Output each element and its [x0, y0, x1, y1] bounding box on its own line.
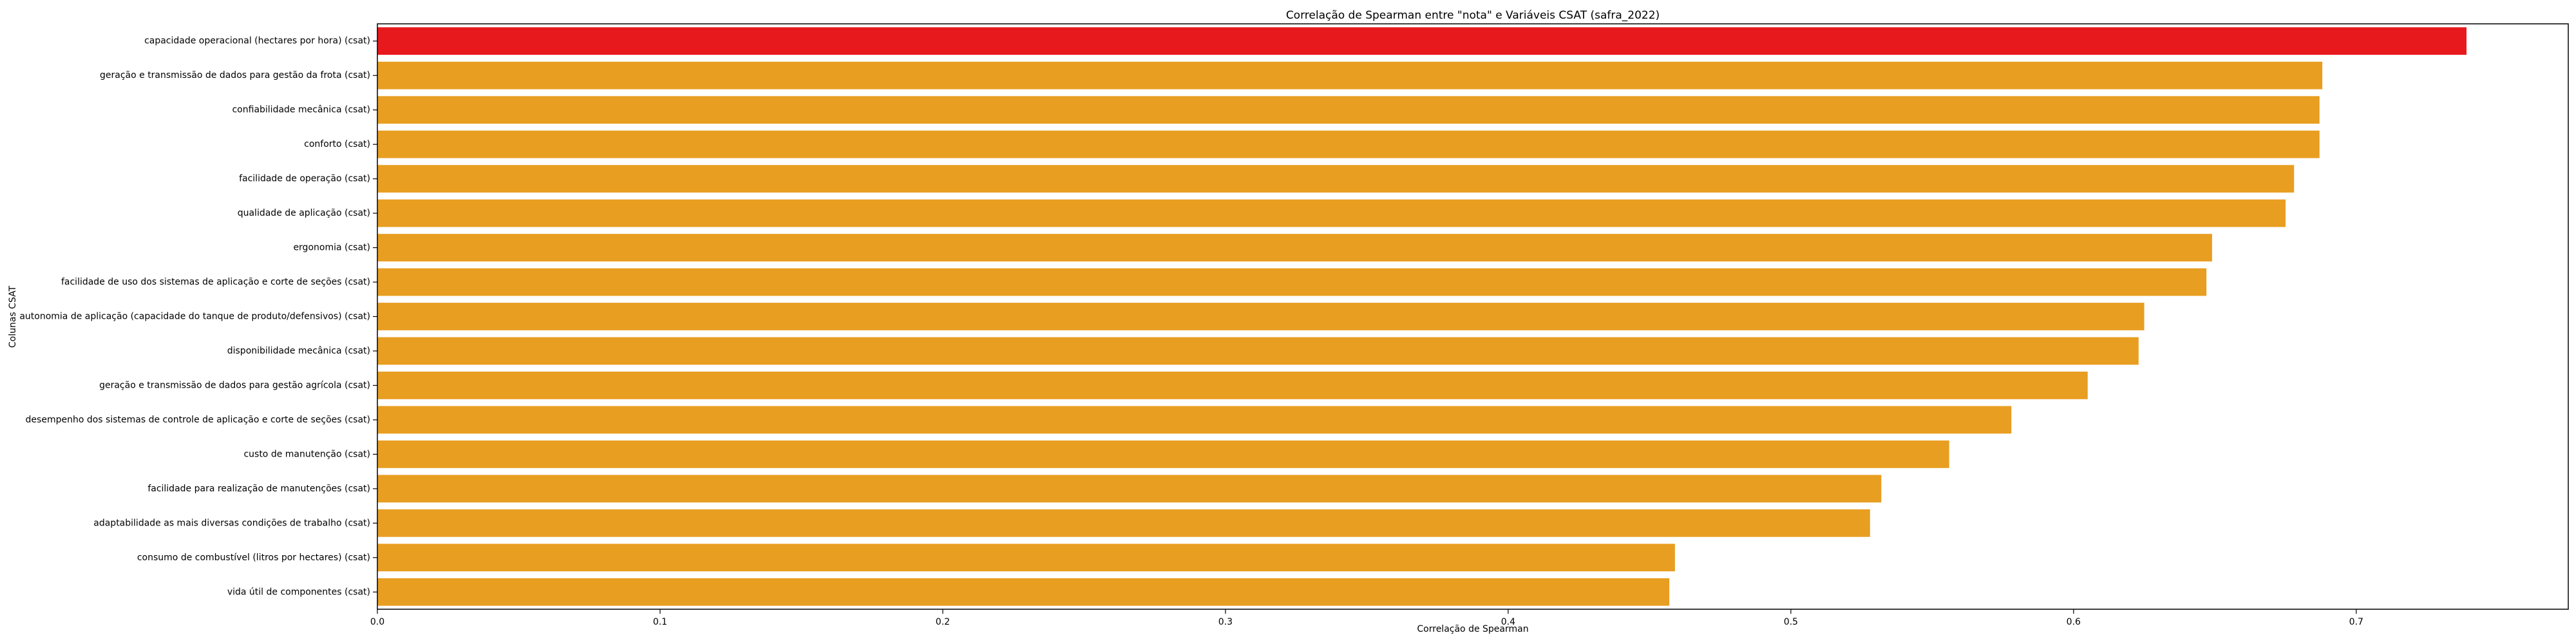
- y-tick-label-14: adaptabilidade as mais diversas condiçõe…: [93, 518, 370, 528]
- bar-2: [377, 96, 2320, 124]
- bar-1: [377, 61, 2323, 90]
- x-tick-label-3: 0.3: [1218, 617, 1233, 627]
- x-tick-label-7: 0.7: [2349, 617, 2363, 627]
- y-tick-label-6: ergonomia (csat): [293, 243, 370, 253]
- chart-title: Correlação de Spearman entre "nota" e Va…: [1286, 9, 1660, 22]
- x-axis-label: Correlação de Spearman: [1417, 624, 1528, 634]
- y-tick-label-10: geração e transmissão de dados para gest…: [99, 380, 370, 390]
- bar-0: [377, 27, 2467, 55]
- y-tick-label-0: capacidade operacional (hectares por hor…: [144, 36, 370, 46]
- bar-14: [377, 509, 1870, 537]
- bar-10: [377, 372, 2088, 399]
- bar-7: [377, 268, 2207, 296]
- y-axis-label: Colunas CSAT: [8, 285, 18, 348]
- y-tick-label-13: facilidade para realização de manutençõe…: [147, 484, 370, 494]
- x-tick-label-5: 0.5: [1784, 617, 1798, 627]
- x-tick-label-1: 0.1: [653, 617, 667, 627]
- bar-6: [377, 234, 2212, 261]
- y-tick-label-7: facilidade de uso dos sistemas de aplica…: [61, 277, 370, 287]
- bar-11: [377, 406, 2012, 434]
- bar-8: [377, 303, 2145, 330]
- x-tick-label-0: 0.0: [370, 617, 384, 627]
- bar-12: [377, 440, 1949, 468]
- y-tick-label-1: geração e transmissão de dados para gest…: [100, 70, 370, 80]
- bar-4: [377, 165, 2295, 193]
- bar-3: [377, 130, 2320, 158]
- bar-9: [377, 337, 2139, 365]
- y-tick-label-4: facilidade de operação (csat): [239, 174, 370, 184]
- bar-16: [377, 578, 1670, 606]
- y-tick-label-8: autonomia de aplicação (capacidade do ta…: [19, 312, 370, 322]
- bars: [377, 27, 2467, 606]
- plot-frame: [377, 23, 2569, 610]
- bar-15: [377, 544, 1675, 572]
- bar-13: [377, 475, 1882, 503]
- x-ticks: 0.0 0.1 0.2 0.3 0.4 0.5 0.6 0.7: [370, 609, 2363, 627]
- bar-5: [377, 199, 2286, 227]
- y-tick-label-3: conforto (csat): [304, 139, 370, 149]
- x-tick-label-6: 0.6: [2067, 617, 2081, 627]
- y-tick-label-9: disponibilidade mecânica (csat): [227, 346, 370, 356]
- y-tick-label-16: vida útil de componentes (csat): [227, 587, 370, 597]
- y-tick-label-15: consumo de combustível (litros por hecta…: [137, 553, 370, 563]
- y-tick-label-12: custo de manutenção (csat): [243, 449, 370, 459]
- x-tick-label-4: 0.4: [1501, 617, 1515, 627]
- y-tick-label-2: confiabilidade mecânica (csat): [232, 105, 370, 115]
- x-tick-label-2: 0.2: [936, 617, 950, 627]
- y-tick-label-11: desempenho dos sistemas de controle de a…: [26, 415, 370, 425]
- y-tick-label-5: qualidade de aplicação (csat): [238, 208, 370, 218]
- y-ticks: capacidade operacional (hectares por hor…: [19, 36, 377, 597]
